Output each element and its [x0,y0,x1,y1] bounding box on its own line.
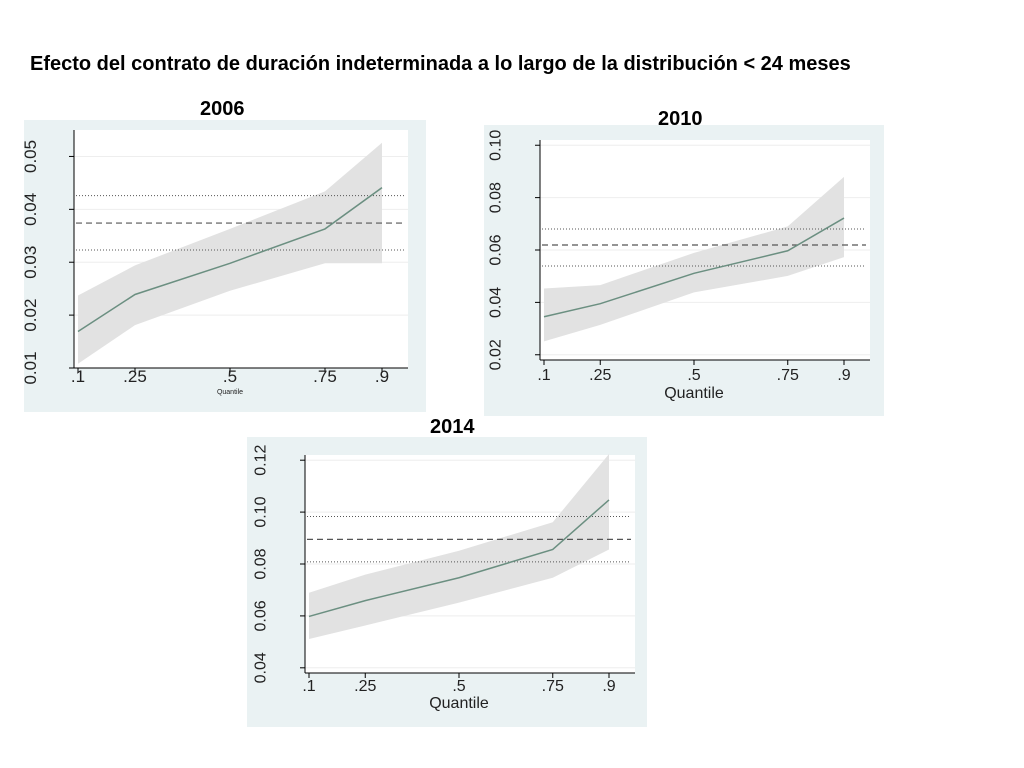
y-tick-label: 0.06 [488,234,505,265]
chart-title-2014: 2014 [430,416,475,438]
y-tick-label: 0.12 [253,445,270,476]
x-tick-label: .9 [375,367,389,386]
y-tick-label: 0.05 [21,140,40,173]
x-tick-label: .75 [313,367,337,386]
x-tick-label: .9 [837,367,850,384]
y-tick-label: 0.04 [21,193,40,226]
x-axis-title: Quantile [429,695,489,712]
y-tick-label: 0.08 [488,182,505,213]
x-tick-label: .25 [123,367,147,386]
confidence-band [78,142,382,364]
chart-2010: 0.02 0.04 0.06 0.08 0.10 .1 .25 .5 .75 .9 Quantile [484,125,884,416]
quantile-estimate-line [543,217,845,318]
x-tick-label: .75 [777,367,799,384]
x-tick-label: .25 [354,678,376,695]
x-tick-label: .9 [602,678,615,695]
y-tick-label: 0.03 [21,246,40,279]
confidence-band [309,453,609,640]
y-tick-label: 0.02 [488,339,505,370]
y-tick-label: 0.06 [253,600,270,631]
y-tick-label: 0.01 [21,351,40,384]
y-tick-label: 0.04 [488,287,505,318]
x-tick-label: .25 [589,367,611,384]
quantile-estimate-line [77,187,383,333]
x-tick-label: .5 [223,367,237,386]
y-tick-label: 0.02 [21,299,40,332]
x-tick-label: .1 [537,367,550,384]
slide-title: Efecto del contrato de duración indeterm… [30,53,851,75]
chart-title-2006: 2006 [200,98,245,120]
x-tick-label: .1 [302,678,315,695]
x-tick-label: .5 [452,678,465,695]
confidence-band [544,176,844,342]
x-axis-title: Quantile [664,385,724,402]
x-tick-label: .75 [542,678,564,695]
x-tick-label: .5 [687,367,700,384]
quantile-estimate-line [308,499,610,618]
x-tick-label: .1 [71,367,85,386]
y-tick-label: 0.10 [488,130,505,161]
x-axis-title: Quantile [217,389,243,396]
chart-2006: 0.01 0.02 0.03 0.04 0.05 .1 .25 .5 .75 .9 Quantile [21,120,426,412]
y-tick-label: 0.10 [253,496,270,527]
y-tick-label: 0.08 [253,548,270,579]
y-tick-label: 0.04 [253,652,270,683]
chart-title-2010: 2010 [658,108,703,130]
chart-2014: 0.04 0.06 0.08 0.10 0.12 .1 .25 .5 .75 .9 Quantile [247,437,647,727]
